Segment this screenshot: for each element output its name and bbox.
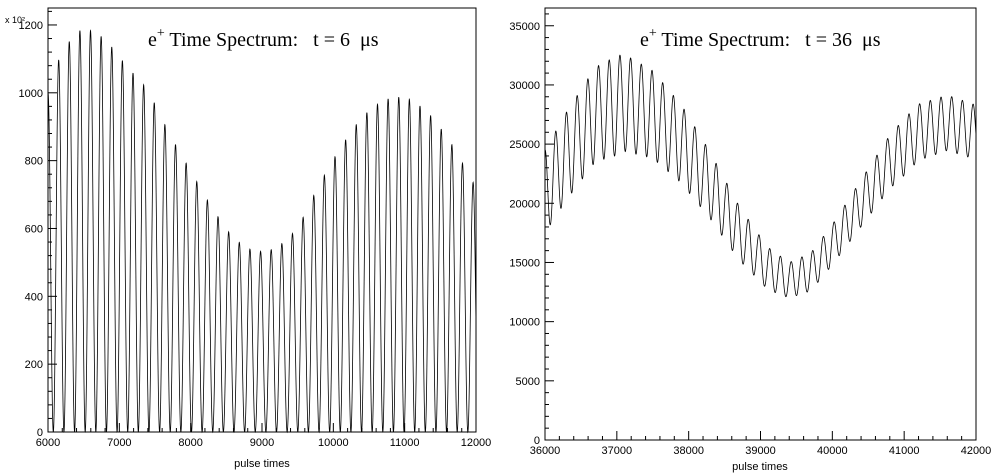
y-tick-label: 1000 — [19, 88, 43, 100]
x-axis-label-right: pulse times — [732, 461, 788, 473]
y-tick-label: 400 — [25, 291, 43, 303]
x-tick-label: 39000 — [745, 445, 776, 457]
x-tick-label: 36000 — [530, 445, 561, 457]
chart-right: 36000 37000 38000 39000 40000 41000 42000 0 5000… — [509, 7, 992, 473]
chart-title-left: e+ Time Spectrum: t = 6 μs — [148, 26, 379, 51]
x-tick-label: 42000 — [961, 445, 992, 457]
y-tick-label: 35000 — [509, 21, 540, 33]
x-tick-label: 37000 — [602, 445, 633, 457]
y-tick-label: 600 — [25, 223, 43, 235]
x-tick-label: 12000 — [461, 437, 492, 449]
y-tick-label: 5000 — [516, 376, 540, 388]
x-tick-label: 11000 — [390, 437, 420, 449]
x-axis-label-left: pulse times — [234, 458, 290, 470]
y-tick-label: 200 — [25, 359, 43, 371]
x-tick-label: 9000 — [250, 437, 274, 449]
y-tick-label: 0 — [37, 427, 43, 439]
y-tick-label: 800 — [25, 156, 43, 168]
y-tick-label: 1200 — [19, 20, 43, 32]
axes-left: 6000 7000 8000 9000 10000 11000 12000 0 200 400 60… — [19, 10, 492, 449]
x-tick-label: 41000 — [889, 445, 920, 457]
x-tick-label: 38000 — [673, 445, 704, 457]
series-line-right — [544, 54, 977, 298]
chart-title-right: e+ Time Spectrum: t = 36 μs — [640, 26, 881, 51]
x-tick-label: 40000 — [817, 445, 848, 457]
plot-frame-right — [544, 7, 977, 441]
x-tick-label: 6000 — [36, 437, 60, 449]
axes-right: 36000 37000 38000 39000 40000 41000 42000 0 5000… — [509, 13, 992, 457]
y-tick-label: 15000 — [509, 257, 540, 269]
y-tick-label: 10000 — [509, 317, 540, 329]
x-tick-label: 8000 — [178, 437, 202, 449]
y-multiplier-label: x 10² — [5, 15, 25, 25]
x-tick-label: 10000 — [318, 437, 349, 449]
y-tick-label: 0 — [534, 435, 540, 447]
chart-left: 6000 7000 8000 9000 10000 11000 12000 0 200 400 60… — [5, 7, 492, 470]
y-tick-label: 25000 — [509, 139, 540, 151]
y-tick-label: 30000 — [509, 80, 540, 92]
x-tick-label: 7000 — [107, 437, 131, 449]
series-line-left — [47, 29, 477, 434]
y-tick-label: 20000 — [509, 198, 540, 210]
